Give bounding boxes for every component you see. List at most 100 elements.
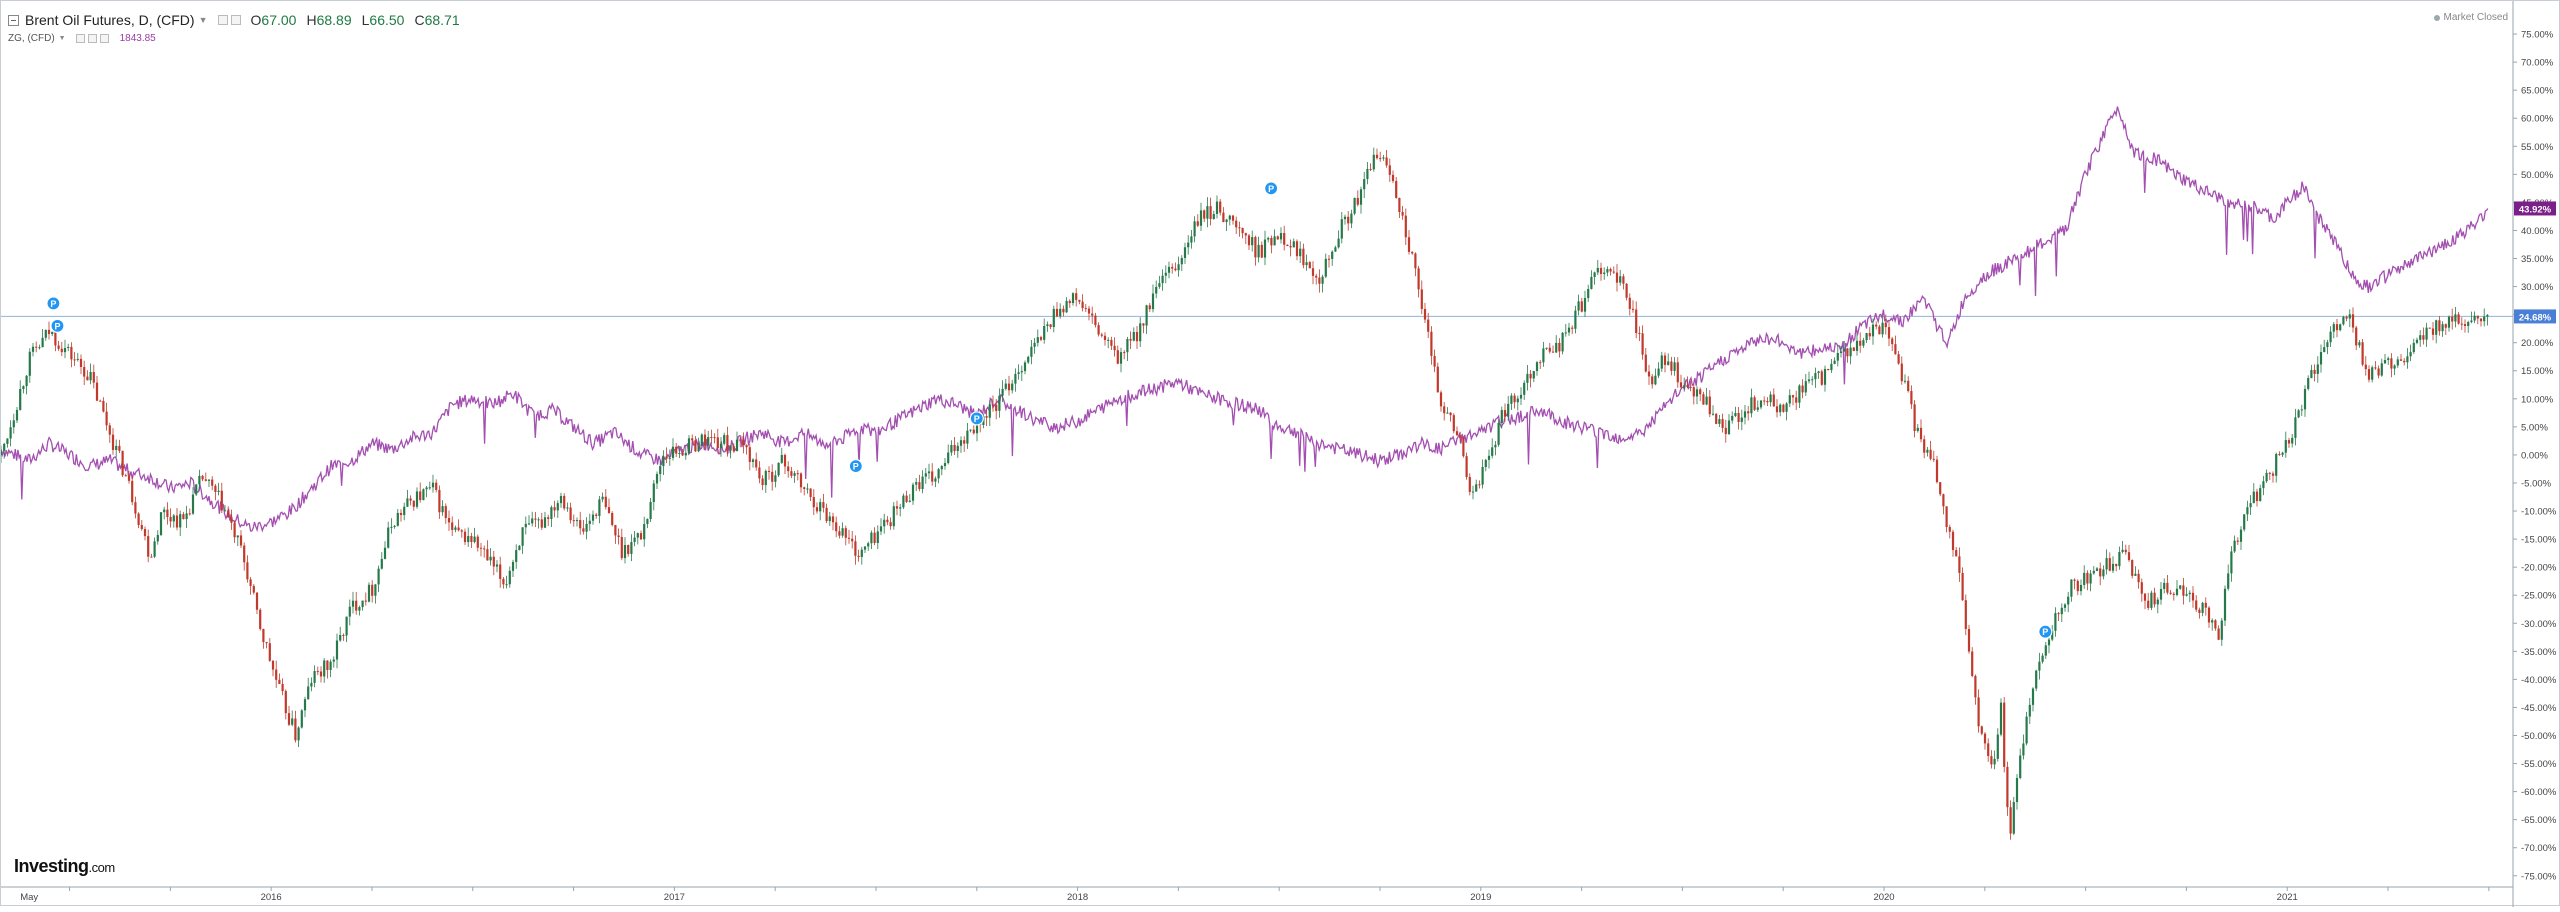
- candle-body: [2332, 324, 2335, 332]
- collapse-icon[interactable]: [8, 14, 19, 26]
- candle-body: [1801, 385, 1804, 393]
- candle-body: [771, 471, 774, 482]
- candle-body: [2163, 582, 2166, 589]
- candle-body: [191, 494, 195, 514]
- candle-body: [783, 454, 787, 467]
- candle-body: [1500, 410, 1503, 423]
- candle-body: [1708, 396, 1711, 415]
- badge-zg-bg: [2514, 201, 2556, 216]
- candle-body: [233, 522, 236, 538]
- candle-body: [2409, 352, 2412, 357]
- candle-body: [1731, 415, 1734, 421]
- candle-body: [604, 496, 607, 508]
- y-tick-label: 20.00%: [2521, 338, 2554, 349]
- candle-body: [1791, 395, 1795, 398]
- candle-body: [1737, 412, 1740, 422]
- candle-body: [1577, 301, 1580, 311]
- event-marker: P: [46, 296, 61, 311]
- candle-body: [294, 718, 297, 741]
- candle-body: [2259, 488, 2262, 502]
- candle-body: [1225, 219, 1228, 223]
- candle-body: [211, 479, 214, 486]
- candle-body: [2390, 358, 2393, 369]
- candle-body: [2243, 514, 2246, 530]
- candle-body: [1894, 344, 1897, 355]
- candle-body: [1222, 212, 1225, 223]
- candle-body: [2435, 320, 2438, 335]
- candle-body: [1167, 266, 1171, 273]
- candle-body: [774, 475, 777, 482]
- candle-body: [739, 439, 742, 441]
- candle-body: [1379, 158, 1382, 160]
- candle-body: [588, 520, 591, 524]
- candle-body: [2015, 778, 2019, 803]
- candle-body: [1958, 556, 1961, 573]
- candle-body: [639, 533, 643, 540]
- candle-body: [275, 669, 278, 680]
- candle-body: [1292, 241, 1295, 248]
- candle-body: [1583, 298, 1587, 312]
- candle-body: [2403, 360, 2406, 363]
- candle-body: [550, 507, 553, 519]
- candle-body: [959, 440, 963, 446]
- candle-body: [1833, 360, 1836, 364]
- candle-body: [483, 548, 486, 550]
- candle-body: [1513, 395, 1516, 403]
- candle-body: [1119, 352, 1123, 364]
- candle-body: [623, 545, 627, 559]
- candle-body: [1519, 394, 1523, 399]
- y-tick-label: 40.00%: [2521, 226, 2554, 237]
- close-icon[interactable]: [99, 33, 109, 43]
- candle-body: [355, 600, 358, 611]
- candle-body: [2297, 410, 2300, 418]
- candle-body: [2380, 363, 2383, 376]
- candle-body: [851, 538, 854, 542]
- candle-body: [1180, 257, 1183, 265]
- event-marker: P: [969, 411, 984, 426]
- candle-body: [854, 541, 857, 556]
- candle-body: [799, 473, 803, 488]
- candle-body: [1628, 297, 1631, 309]
- candle-body: [28, 351, 31, 376]
- candle-body: [1763, 400, 1766, 402]
- candle-body: [1868, 333, 1871, 337]
- candle-body: [835, 522, 838, 532]
- candle-body: [1219, 201, 1222, 213]
- candle-body: [1475, 484, 1478, 492]
- candle-body: [531, 518, 534, 524]
- candle-body: [1247, 235, 1251, 246]
- eye-icon[interactable]: [75, 33, 85, 43]
- candle-body: [1964, 600, 1967, 629]
- candle-body: [303, 699, 307, 711]
- candle-body: [1337, 238, 1340, 248]
- candle-body: [931, 471, 934, 482]
- candle-body: [617, 535, 620, 538]
- candle-body: [1276, 236, 1279, 240]
- candle-body: [1350, 213, 1353, 224]
- candle-body: [1740, 417, 1743, 422]
- settings-icon[interactable]: [230, 15, 241, 25]
- candle-body: [1417, 268, 1420, 290]
- candle-body: [1561, 332, 1564, 352]
- eye-icon[interactable]: [217, 15, 228, 25]
- candle-body: [908, 500, 911, 502]
- candle-body: [614, 524, 617, 536]
- chevron-down-icon[interactable]: ▼: [58, 34, 66, 42]
- candle-body: [127, 475, 131, 481]
- candle-body: [2175, 588, 2179, 595]
- candle-body: [543, 517, 547, 528]
- candle-body: [751, 459, 755, 462]
- candle-body: [1699, 389, 1702, 395]
- candle-body: [1503, 410, 1507, 417]
- candle-body: [684, 452, 687, 456]
- settings-icon[interactable]: [87, 33, 97, 43]
- candle-body: [1798, 385, 1801, 403]
- y-tick-label: -60.00%: [2521, 787, 2557, 798]
- candle-body: [1647, 371, 1651, 377]
- candle-body: [2406, 356, 2409, 363]
- candle-body: [2031, 688, 2035, 705]
- chevron-down-icon[interactable]: ▼: [198, 15, 208, 25]
- candle-body: [79, 358, 83, 368]
- candle-body: [998, 395, 1001, 411]
